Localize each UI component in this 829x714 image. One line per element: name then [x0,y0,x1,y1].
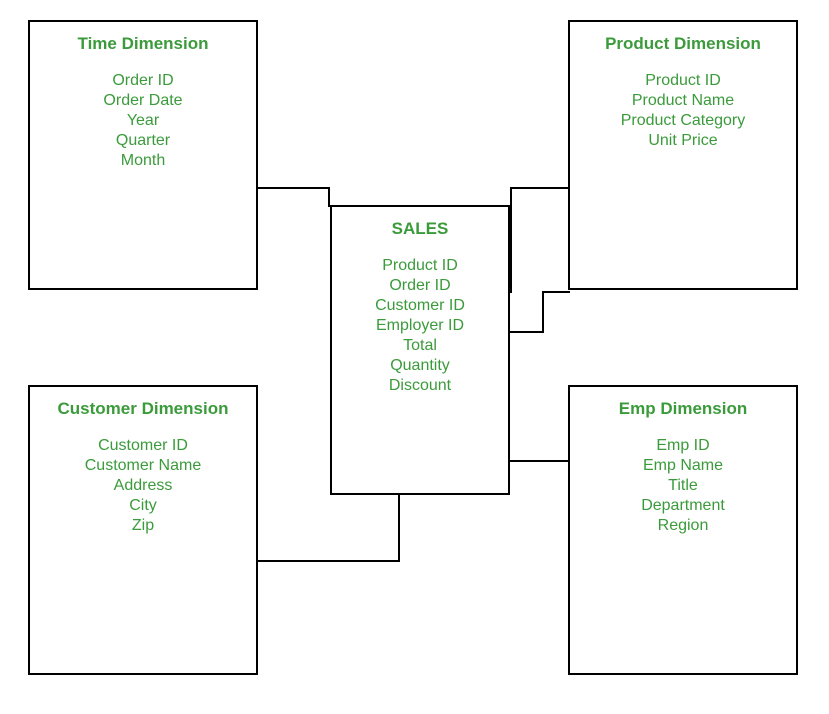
time-field: Order ID [30,72,256,90]
customer-field: Zip [30,517,256,535]
sales-field: Employer ID [332,317,508,335]
product-field: Unit Price [570,132,796,150]
time-field: Quarter [30,132,256,150]
connector-segment [398,493,400,560]
connector-segment [510,187,512,293]
time-field: Month [30,152,256,170]
product-field: Product Category [570,112,796,130]
emp-field: Emp Name [570,457,796,475]
connector-segment [258,560,400,562]
emp-field: Emp ID [570,437,796,455]
emp-dimension-title: Emp Dimension [570,399,796,419]
customer-field: Address [30,477,256,495]
sales-field: Quantity [332,357,508,375]
sales-field: Discount [332,377,508,395]
customer-field: Customer ID [30,437,256,455]
connector-segment [510,331,544,333]
customer-dimension-title: Customer Dimension [30,399,256,419]
product-field: Product ID [570,72,796,90]
customer-dimension-box: Customer Dimension Customer ID Customer … [28,385,258,675]
emp-field: Title [570,477,796,495]
time-field: Year [30,112,256,130]
connector-segment [328,187,330,207]
connector-segment [510,460,570,462]
time-dimension-box: Time Dimension Order ID Order Date Year … [28,20,258,290]
connector-segment [510,187,570,189]
sales-field: Order ID [332,277,508,295]
customer-field: City [30,497,256,515]
product-dimension-title: Product Dimension [570,34,796,54]
connector-segment [542,291,544,331]
time-dimension-title: Time Dimension [30,34,256,54]
emp-dimension-box: Emp Dimension Emp ID Emp Name Title Depa… [568,385,798,675]
product-field: Product Name [570,92,796,110]
sales-field: Total [332,337,508,355]
time-field: Order Date [30,92,256,110]
product-dimension-box: Product Dimension Product ID Product Nam… [568,20,798,290]
connector-segment [542,291,570,293]
emp-field: Region [570,517,796,535]
sales-field: Customer ID [332,297,508,315]
sales-title: SALES [332,219,508,239]
sales-fact-box: SALES Product ID Order ID Customer ID Em… [330,205,510,495]
connector-segment [258,187,330,189]
emp-field: Department [570,497,796,515]
sales-field: Product ID [332,257,508,275]
customer-field: Customer Name [30,457,256,475]
